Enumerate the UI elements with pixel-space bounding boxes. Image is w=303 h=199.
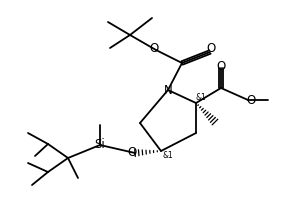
Text: O: O: [246, 95, 256, 107]
Text: &1: &1: [163, 151, 173, 161]
Text: O: O: [206, 43, 216, 56]
Text: N: N: [164, 84, 172, 97]
Text: &1: &1: [196, 94, 206, 102]
Text: Si: Si: [95, 139, 105, 151]
Text: O: O: [216, 60, 226, 72]
Text: O: O: [149, 43, 159, 56]
Text: O: O: [127, 146, 137, 160]
